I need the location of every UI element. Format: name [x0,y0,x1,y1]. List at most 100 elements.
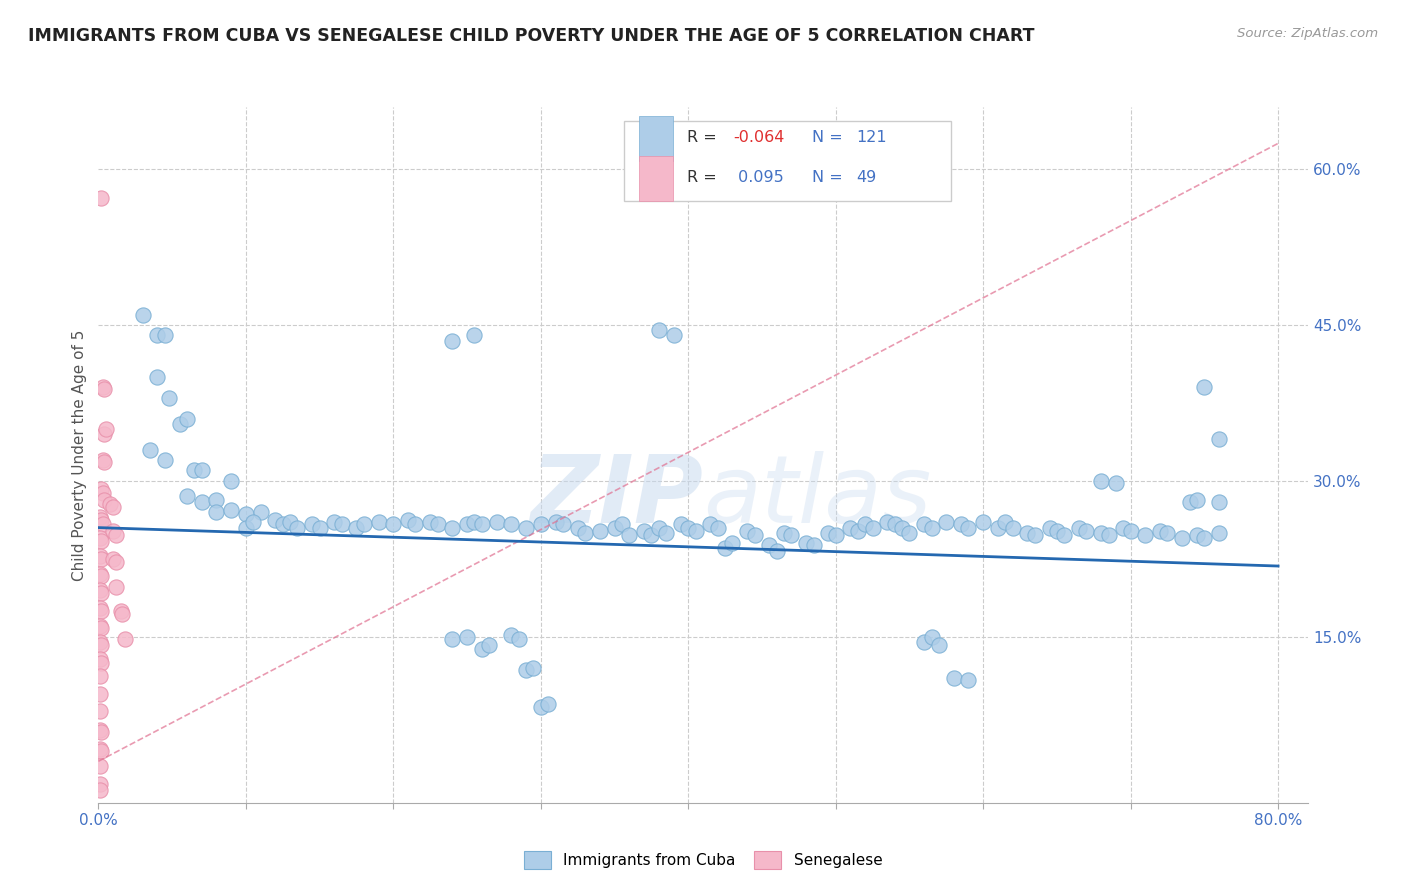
Point [1156,525,1178,540]
Point [91,517,114,532]
Point [323,516,346,530]
Point [1076,524,1098,538]
Point [463,328,485,343]
Point [89,510,111,524]
Point [574,525,596,540]
Point [1097,528,1119,542]
Point [90,604,112,618]
Point [91,380,114,394]
Point [824,528,846,542]
Point [1024,528,1046,542]
Point [90,725,112,739]
Point [876,516,898,530]
Point [883,517,905,532]
Point [714,541,737,556]
Point [190,494,212,508]
Point [567,520,589,534]
Point [90,569,112,583]
Text: 0.095: 0.095 [734,170,785,186]
Point [146,328,169,343]
Point [89,669,111,683]
Point [98,497,121,511]
Point [90,551,112,566]
Text: atlas: atlas [703,451,931,542]
Point [862,520,884,534]
Point [301,517,323,532]
Point [994,516,1017,530]
FancyBboxPatch shape [624,121,950,201]
Point [153,328,176,343]
Point [308,520,330,534]
Text: R =: R = [688,130,723,145]
Point [530,700,553,714]
Point [242,516,264,530]
Point [353,517,375,532]
Point [219,474,242,488]
Point [90,513,112,527]
Text: R =: R = [688,170,723,186]
Point [287,520,309,534]
Point [935,516,957,530]
Point [463,516,485,530]
Point [699,517,721,532]
Text: ZIP: ZIP [530,450,703,542]
Point [891,520,914,534]
Point [839,520,862,534]
Point [928,638,950,652]
Point [817,525,839,540]
Point [89,741,111,756]
Point [678,520,700,534]
Point [101,500,124,514]
Text: Source: ZipAtlas.com: Source: ZipAtlas.com [1237,27,1378,40]
Point [90,191,112,205]
Point [633,524,655,538]
Point [419,516,441,530]
Y-axis label: Child Poverty Under the Age of 5: Child Poverty Under the Age of 5 [72,329,87,581]
Point [111,607,134,621]
Point [396,513,419,527]
Point [330,517,353,532]
Point [105,555,128,569]
Point [89,759,111,773]
Point [89,777,111,791]
Point [1178,494,1201,508]
Point [950,517,973,532]
FancyBboxPatch shape [638,155,673,201]
Point [1149,524,1171,538]
Point [89,582,111,597]
Point [89,687,111,701]
Point [515,663,537,677]
Point [90,621,112,635]
Point [1017,525,1039,540]
Point [404,517,426,532]
Point [90,638,112,652]
Point [957,673,980,688]
Point [441,632,464,646]
Point [176,411,198,425]
Point [912,517,935,532]
Point [90,482,112,496]
Point [1001,520,1024,534]
Point [471,517,494,532]
Point [744,528,766,542]
Point [219,503,242,517]
Point [640,528,662,542]
Point [456,630,478,644]
Point [1135,528,1157,542]
Point [648,520,671,534]
Point [105,528,128,542]
Point [90,744,112,758]
Point [89,783,111,797]
Point [1067,520,1090,534]
Point [89,635,111,649]
Point [105,580,128,594]
Point [773,525,796,540]
Point [93,492,115,507]
Point [278,516,301,530]
Point [508,632,530,646]
Point [987,520,1010,534]
Point [91,453,114,467]
Point [94,422,117,436]
Point [921,630,943,644]
Text: -0.064: -0.064 [734,130,785,145]
